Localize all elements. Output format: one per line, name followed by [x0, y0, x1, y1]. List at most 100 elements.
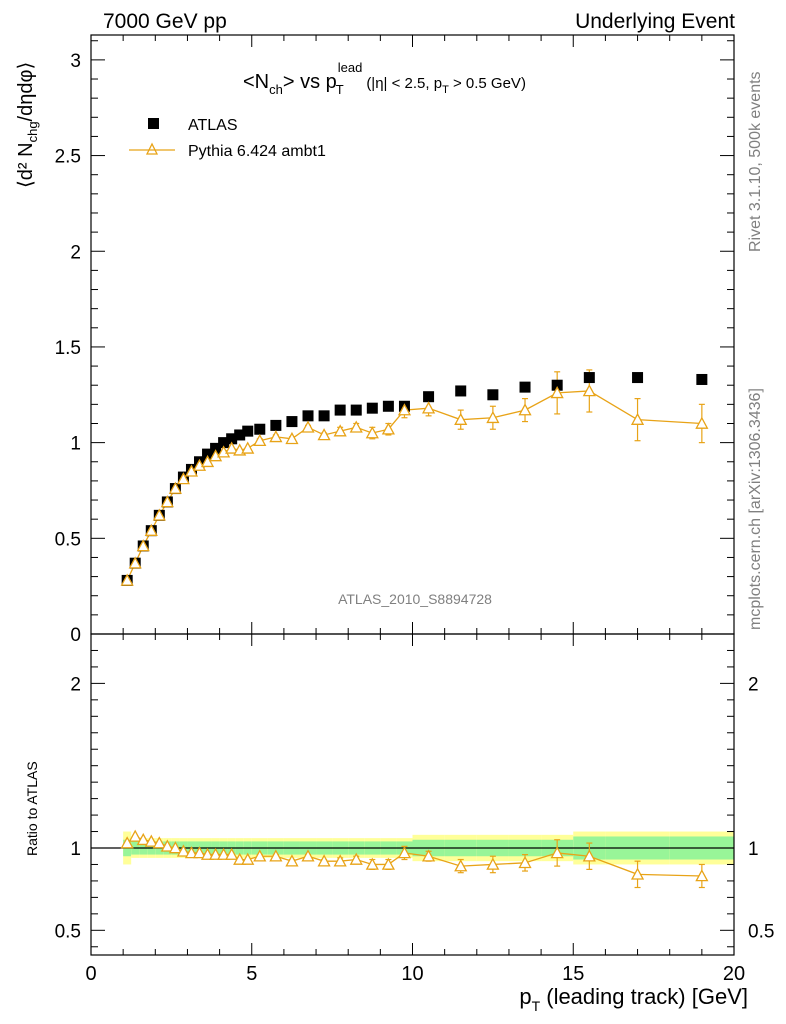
ratio-point [128, 829, 142, 842]
legend-pythia-marker [145, 142, 159, 155]
ratio-point [550, 846, 564, 859]
atlas-point [455, 385, 467, 397]
pythia-point [582, 384, 596, 397]
mcplots-label: mcplots.cern.ch [arXiv:1306.3436] [747, 388, 764, 630]
pythia-point [695, 416, 709, 429]
ratio-axis-ticks: 0 5 10 15 200.5 0.51 12 2 [55, 35, 774, 985]
ratio-point [381, 857, 395, 870]
pythia-point [200, 454, 215, 468]
header-right: Underlying Event [575, 10, 735, 33]
pythia-point [241, 441, 255, 454]
atlas-point [218, 437, 230, 449]
atlas-point [350, 404, 362, 416]
atlas-point [519, 381, 531, 393]
atlas-point [318, 410, 330, 422]
pythia-point [630, 412, 645, 425]
atlas-point [487, 389, 499, 401]
atlas-point [696, 373, 708, 385]
ratio-tick-label: 1 [70, 839, 81, 860]
pythia-point [349, 420, 363, 433]
ratio-point [397, 846, 412, 859]
ratio-point [269, 849, 283, 862]
atlas-point [423, 391, 435, 403]
ratio-point [349, 852, 363, 865]
atlas-point [270, 419, 282, 431]
pythia-point [518, 403, 532, 416]
atlas-point [254, 423, 266, 435]
ratio-point [241, 852, 255, 865]
ratio-point [168, 841, 182, 854]
ratio-point [518, 855, 532, 869]
ratio-point [301, 849, 315, 862]
pythia-series-line [126, 390, 702, 581]
ratio-point [317, 854, 331, 867]
pythia-point [486, 410, 500, 424]
pythia-point [136, 539, 150, 552]
x-tick-label: 15 [562, 963, 584, 985]
atlas-point [366, 402, 378, 414]
header-left: 7000 GeV pp [103, 10, 227, 33]
ratio-point [233, 852, 247, 865]
y-tick-label: 0 [70, 625, 81, 646]
y-tick-label: 2 [70, 242, 81, 263]
x-tick-label: 10 [401, 963, 423, 985]
ratio-point [253, 849, 267, 862]
ratio-tick-label-right: 2 [748, 674, 759, 695]
pythia-point [317, 428, 331, 441]
legend-pythia-label: Pythia 6.424 ambt1 [188, 143, 326, 160]
ratio-point [152, 836, 166, 849]
ratio-tick-label-right: 1 [748, 839, 759, 860]
ratio-point [176, 844, 191, 857]
pythia-point [381, 422, 395, 435]
pythia-point [285, 431, 299, 445]
pythia-point [144, 523, 158, 536]
ratio-point [454, 859, 468, 872]
ratio-axis-label: Ratio to ATLAS [24, 761, 40, 856]
main-axis-ticks: 0 0.5 1 1.5 2 2.5 3 [55, 35, 735, 955]
pythia-point [128, 556, 142, 569]
ratio-tick-label-right: 0.5 [748, 921, 774, 942]
pythia-point [421, 401, 436, 414]
pythia-point [168, 481, 182, 494]
pythia-point [333, 424, 347, 437]
atlas-point [210, 442, 222, 454]
ratio-point [192, 846, 207, 859]
pythia-point [269, 430, 283, 443]
ratio-point [486, 857, 500, 870]
ratio-point [184, 846, 199, 859]
plot-title: <Nch> vs pTlead(|η| < 2.5, pT > 0.5 GeV) [243, 60, 526, 97]
rivet-label: Rivet 3.1.10, 500k events [747, 71, 764, 252]
x-tick-label: 0 [85, 963, 96, 985]
pythia-point [176, 472, 191, 485]
y-tick-label: 3 [70, 51, 81, 72]
atlas-point [334, 404, 346, 416]
atlas-point [302, 410, 314, 422]
pythia-point [160, 495, 174, 508]
ratio-point [695, 869, 709, 882]
ratio-tick-label: 0.5 [55, 921, 81, 942]
ratio-point [217, 847, 231, 860]
legend-atlas-label: ATLAS [188, 117, 238, 134]
atlas-point [242, 425, 254, 437]
pythia-point [225, 441, 239, 454]
ratio-point [582, 849, 596, 862]
pythia-point [454, 412, 468, 425]
ratio-point [630, 867, 645, 880]
ratio-plot-frame [90, 633, 735, 956]
pythia-point [120, 573, 134, 586]
ratio-point [225, 847, 239, 860]
ratio-point [333, 854, 347, 867]
main-plot-marks [120, 369, 709, 586]
atlas-point [226, 433, 238, 445]
ratio-tick-label: 2 [70, 674, 81, 695]
y-axis-label: ⟨d² Nchg/dηdφ⟩ [15, 62, 40, 188]
pythia-point [301, 420, 315, 433]
pythia-point [253, 433, 267, 447]
atlas-point [202, 448, 214, 460]
ratio-point [285, 854, 299, 867]
ratio-point [200, 847, 215, 860]
ratio-point [160, 839, 174, 852]
y-tick-label: 1 [70, 434, 81, 455]
ratio-point [208, 847, 223, 860]
